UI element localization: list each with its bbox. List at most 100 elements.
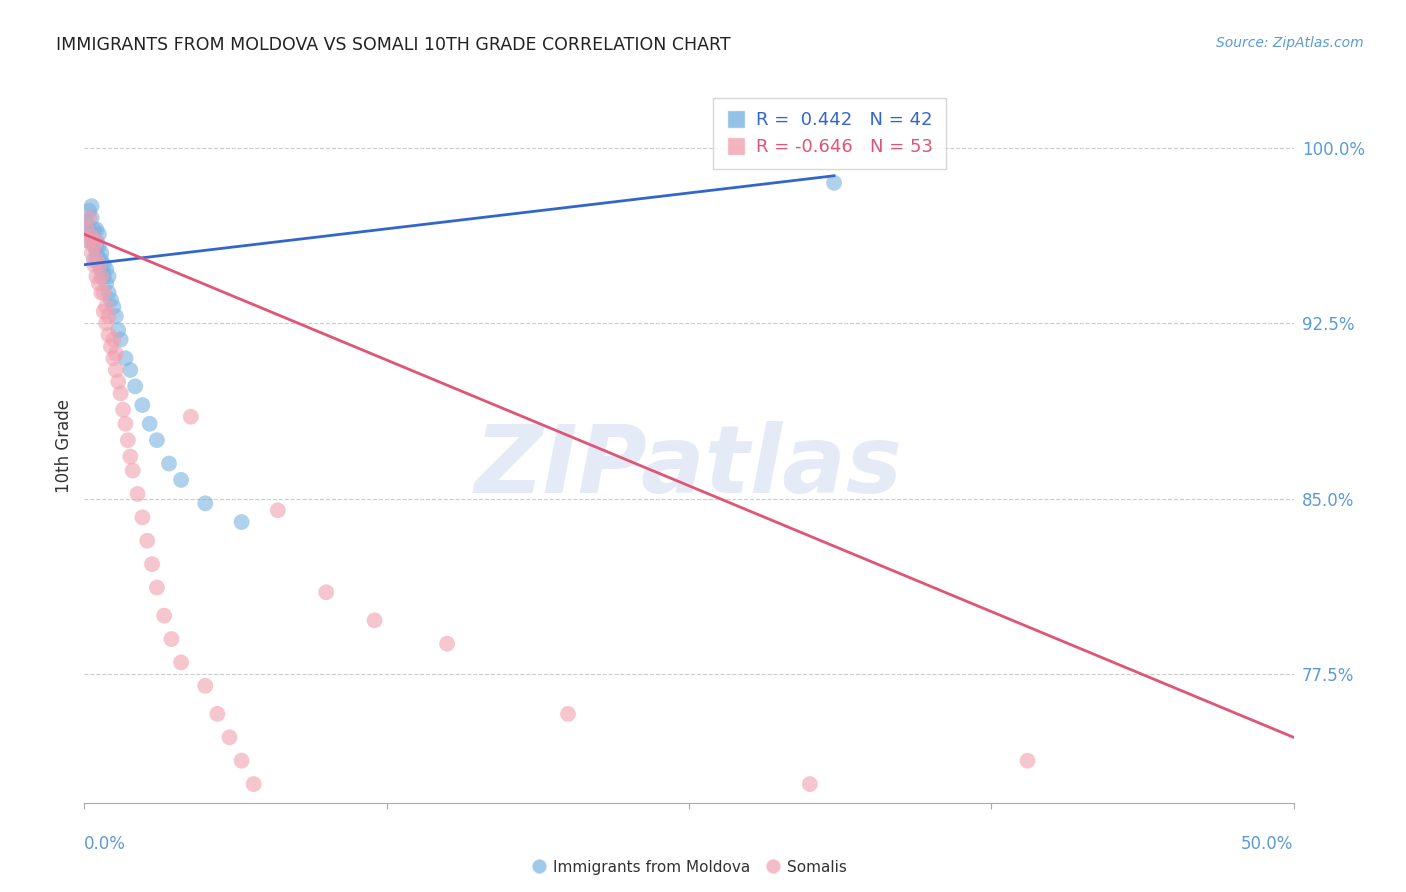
Point <box>83 222 105 236</box>
Text: IMMIGRANTS FROM MOLDOVA VS SOMALI 10TH GRADE CORRELATION CHART: IMMIGRANTS FROM MOLDOVA VS SOMALI 10TH G… <box>56 36 731 54</box>
Point <box>80 199 103 213</box>
Point <box>231 515 253 529</box>
Point <box>80 227 103 242</box>
Point <box>93 285 115 300</box>
Point <box>93 269 115 284</box>
Point <box>94 277 117 291</box>
Point <box>86 234 108 248</box>
Point <box>231 754 253 768</box>
Point <box>207 706 229 721</box>
Point <box>76 216 98 230</box>
Point <box>94 300 117 314</box>
Point <box>87 227 110 242</box>
Point <box>77 222 100 236</box>
Point <box>90 269 112 284</box>
Legend: Immigrants from Moldova, Somalis: Immigrants from Moldova, Somalis <box>526 854 852 880</box>
Point <box>110 333 132 347</box>
Point <box>93 304 115 318</box>
Point <box>557 706 579 721</box>
Point <box>97 269 120 284</box>
Point <box>77 234 100 248</box>
Point <box>97 327 120 342</box>
Point <box>86 222 108 236</box>
Point <box>114 351 136 366</box>
Point <box>114 417 136 431</box>
Point <box>146 581 169 595</box>
Point <box>117 433 139 447</box>
Point <box>104 346 127 360</box>
Point <box>97 285 120 300</box>
Point <box>80 246 103 260</box>
Point <box>146 433 169 447</box>
Point <box>100 340 122 354</box>
Point <box>86 239 108 253</box>
Point <box>80 229 103 244</box>
Point <box>90 262 112 277</box>
Text: 50.0%: 50.0% <box>1241 835 1294 853</box>
Point <box>77 211 100 225</box>
Point <box>107 375 129 389</box>
Point <box>138 417 160 431</box>
Point <box>86 252 108 267</box>
Point <box>86 269 108 284</box>
Point <box>97 309 120 323</box>
Point <box>87 239 110 253</box>
Y-axis label: 10th Grade: 10th Grade <box>55 399 73 493</box>
Text: 0.0%: 0.0% <box>84 835 127 853</box>
Point <box>218 731 240 745</box>
Point <box>83 239 105 253</box>
Point <box>83 239 105 253</box>
Point <box>110 386 132 401</box>
Point <box>80 211 103 225</box>
Point <box>127 487 149 501</box>
Text: ZIPatlas: ZIPatlas <box>475 421 903 514</box>
Point <box>87 258 110 272</box>
Point <box>363 613 385 627</box>
Point <box>131 398 153 412</box>
Point <box>315 585 337 599</box>
Point <box>87 252 110 267</box>
Point <box>194 496 217 510</box>
Point <box>194 679 217 693</box>
Point <box>131 510 153 524</box>
Point <box>120 450 142 464</box>
Point <box>86 246 108 260</box>
Point <box>103 333 125 347</box>
Point <box>120 363 142 377</box>
Point <box>76 222 98 236</box>
Point <box>823 176 845 190</box>
Point <box>136 533 159 548</box>
Point <box>170 473 193 487</box>
Text: Source: ZipAtlas.com: Source: ZipAtlas.com <box>1216 36 1364 50</box>
Point <box>77 234 100 248</box>
Point <box>799 777 821 791</box>
Point <box>112 402 135 417</box>
Point <box>141 557 163 571</box>
Point <box>83 258 105 272</box>
Point <box>104 309 127 323</box>
Point <box>77 203 100 218</box>
Point <box>93 258 115 272</box>
Point <box>267 503 290 517</box>
Point <box>121 464 143 478</box>
Point <box>160 632 183 646</box>
Point <box>124 379 146 393</box>
Point <box>94 316 117 330</box>
Point <box>100 293 122 307</box>
Point <box>103 351 125 366</box>
Point <box>242 777 264 791</box>
Point <box>436 637 458 651</box>
Point <box>180 409 202 424</box>
Point <box>83 252 105 267</box>
Point <box>103 300 125 314</box>
Point <box>87 277 110 291</box>
Point <box>94 262 117 277</box>
Point <box>153 608 176 623</box>
Point <box>107 323 129 337</box>
Point <box>104 363 127 377</box>
Point <box>1017 754 1039 768</box>
Point <box>86 234 108 248</box>
Point <box>90 285 112 300</box>
Point <box>90 246 112 260</box>
Point <box>157 457 180 471</box>
